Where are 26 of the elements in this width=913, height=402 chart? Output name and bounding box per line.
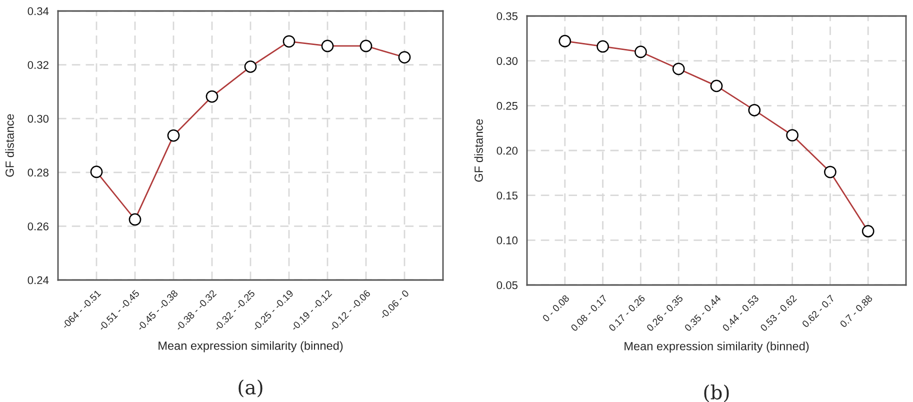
text: (a) bbox=[238, 380, 262, 398]
x-tick-label: 0.53 - 0.62 bbox=[760, 294, 798, 332]
y-tick-label: 0.32 bbox=[28, 61, 48, 69]
y-tick-label: 0.05 bbox=[496, 281, 518, 290]
x-axis-title: Mean expression similarity (binned) bbox=[158, 341, 343, 352]
y-tick-label: 0.24 bbox=[28, 276, 49, 284]
y-tick-label: 0.15 bbox=[496, 192, 518, 200]
y-tick-label: 0.26 bbox=[28, 222, 48, 230]
y-tick-label: 0.25 bbox=[496, 102, 518, 110]
y-axis-title: GF distance bbox=[5, 114, 14, 177]
x-tick-label: 0.62 - 0.7 bbox=[802, 294, 835, 328]
x-tick-label: 0.44 - 0.53 bbox=[722, 294, 760, 332]
y-tick-label: 0.20 bbox=[496, 146, 518, 155]
y-tick-label: 0.34 bbox=[28, 7, 49, 16]
x-tick-label: 0.7 - 0.88 bbox=[840, 294, 873, 328]
x-tick-label: 0.26 - 0.35 bbox=[646, 294, 684, 332]
text: (b) bbox=[704, 384, 729, 402]
y-tick-label: 0.30 bbox=[496, 57, 518, 65]
y-tick-label: 0.30 bbox=[28, 114, 49, 123]
y-tick-label: 0.10 bbox=[496, 236, 518, 244]
y-tick-label: 0.28 bbox=[28, 168, 48, 177]
x-axis-title: Mean expression similarity (binned) bbox=[624, 342, 809, 353]
x-tick-label: 0 - 0.08 bbox=[542, 294, 570, 322]
y-tick-label: 0.35 bbox=[496, 12, 518, 20]
y-axis-title: GF distance bbox=[474, 119, 483, 182]
x-tick-label: 0.35 - 0.44 bbox=[684, 294, 722, 332]
